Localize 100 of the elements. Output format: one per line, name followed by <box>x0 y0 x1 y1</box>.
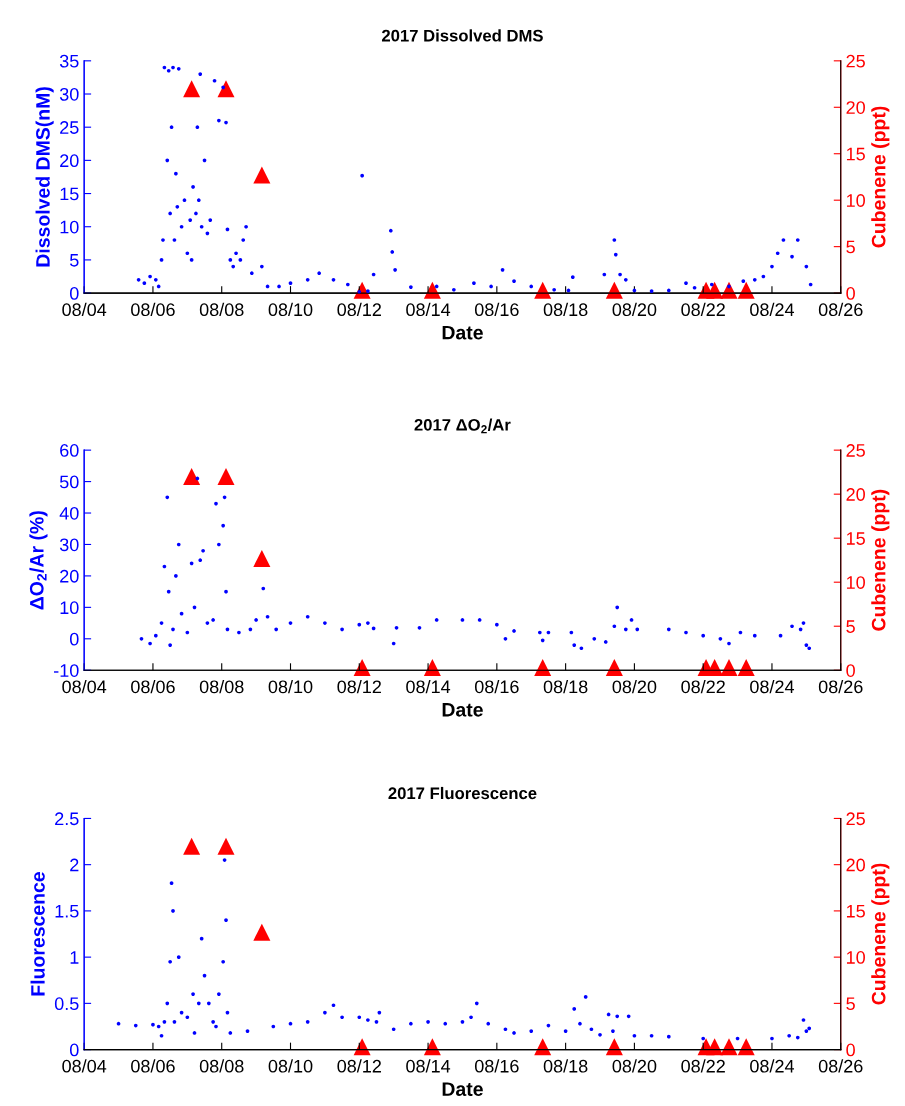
y-tick-label: 15 <box>60 187 79 201</box>
x-tick-label: 08/22 <box>681 1059 725 1073</box>
y2-tick-label: 20 <box>846 488 865 501</box>
x-tick-label: 08/18 <box>543 1059 588 1073</box>
x-tick-label: 08/12 <box>337 679 381 694</box>
point <box>183 468 201 486</box>
x-tick-label: 08/18 <box>543 679 588 694</box>
x-axis-title: Date <box>442 1082 483 1096</box>
x-tick-label: 08/26 <box>818 1059 863 1073</box>
x-tick-label: 08/24 <box>750 1059 795 1073</box>
point <box>217 80 235 98</box>
point <box>253 923 271 941</box>
y2-tick-label: 0 <box>846 664 855 677</box>
x-tick-label: 08/04 <box>62 1059 107 1073</box>
y-tick-label: 1.5 <box>55 905 79 918</box>
point <box>253 166 271 184</box>
point <box>720 659 738 677</box>
point <box>217 837 235 855</box>
y2-tick-label: 0 <box>846 1043 855 1057</box>
x-tick-label: 08/04 <box>62 679 107 694</box>
x-tick-label: 08/14 <box>406 302 451 317</box>
x-tick-label: 08/16 <box>474 679 519 694</box>
x-tick-label: 08/10 <box>268 679 313 694</box>
y-tick-label: 0 <box>69 287 79 300</box>
y-axis-title: Dissolved DMS(nM) <box>35 87 54 267</box>
point <box>423 659 441 677</box>
x-tick-label: 08/14 <box>406 1059 451 1073</box>
x-tick-label: 08/12 <box>337 302 381 317</box>
y-tick-label: 20 <box>60 569 79 583</box>
y-tick-label: 0 <box>69 632 79 646</box>
y2-tick-label: 5 <box>846 240 855 254</box>
y2-tick-label: 15 <box>846 532 865 545</box>
y2-axis-title: Cubenene (ppt) <box>871 489 890 631</box>
y2-tick-label: 20 <box>846 101 865 114</box>
y2-tick-label: 15 <box>846 905 865 918</box>
y2-tick-label: 25 <box>846 444 865 457</box>
chart-title: 2017 Dissolved DMS <box>381 29 543 42</box>
point <box>720 1038 738 1056</box>
x-tick-label: 08/22 <box>681 302 725 317</box>
x-tick-label: 08/10 <box>268 302 313 317</box>
x-tick-label: 08/24 <box>750 302 795 317</box>
y2-axis-title: Cubenene (ppt) <box>871 106 890 248</box>
y2-tick-label: 15 <box>846 147 865 161</box>
x-tick-label: 08/24 <box>750 679 795 694</box>
y2-tick-label: 0 <box>846 287 855 300</box>
y-axis-title: Fluorescence <box>30 871 45 996</box>
x-tick-label: 08/20 <box>612 1059 657 1073</box>
x-tick-label: 08/08 <box>199 1059 244 1073</box>
y2-tick-label: 10 <box>846 576 865 589</box>
y-tick-label: 25 <box>60 121 79 134</box>
x-tick-label: 08/06 <box>131 679 175 694</box>
y-tick-label: 40 <box>59 506 79 520</box>
y-tick-label: 50 <box>59 475 79 489</box>
point <box>183 837 201 855</box>
y-tick-label: 2 <box>70 858 79 872</box>
x-axis-title: Date <box>442 703 483 717</box>
point <box>605 281 623 299</box>
chart-title: 2017 Fluorescence <box>388 786 537 800</box>
x-tick-label: 08/10 <box>268 1059 313 1073</box>
y-tick-label: 30 <box>59 87 79 101</box>
x-tick-label: 08/04 <box>62 302 107 317</box>
x-tick-label: 08/22 <box>681 679 725 694</box>
x-tick-label: 08/08 <box>199 302 244 317</box>
point <box>737 281 755 299</box>
y2-tick-label: 25 <box>846 54 865 68</box>
x-tick-label: 08/12 <box>337 1059 381 1073</box>
y-tick-label: 0.5 <box>54 997 79 1011</box>
y-tick-label: 10 <box>60 220 79 234</box>
x-axis-title: Date <box>442 325 483 340</box>
point <box>423 281 441 299</box>
x-tick-label: 08/20 <box>612 679 657 694</box>
y-tick-label: 1 <box>70 951 79 964</box>
x-tick-label: 08/14 <box>406 679 451 694</box>
point <box>534 659 552 677</box>
y2-tick-label: 10 <box>846 951 865 964</box>
y2-tick-label: 5 <box>846 620 855 633</box>
x-tick-label: 08/08 <box>199 679 244 694</box>
x-tick-label: 08/06 <box>131 302 175 317</box>
x-tick-label: 08/06 <box>131 1059 175 1073</box>
y2-tick-label: 5 <box>846 997 855 1011</box>
x-tick-label: 08/16 <box>474 302 519 317</box>
y-tick-label: 2.5 <box>55 812 79 826</box>
point <box>253 549 271 567</box>
point <box>605 659 623 677</box>
y2-tick-label: 20 <box>846 858 865 872</box>
y-tick-label: 35 <box>59 54 79 68</box>
x-tick-label: 08/20 <box>612 302 657 317</box>
point <box>183 80 201 98</box>
x-tick-label: 08/26 <box>818 679 863 694</box>
y-tick-label: 5 <box>69 254 79 267</box>
y2-axis-title: Cubenene (ppt) <box>871 863 890 1005</box>
point <box>353 659 371 677</box>
x-tick-label: 08/18 <box>543 302 588 317</box>
y2-tick-label: 10 <box>846 194 865 207</box>
y-tick-label: 30 <box>59 538 79 552</box>
y2-tick-label: 25 <box>846 812 865 826</box>
x-tick-label: 08/16 <box>474 1059 519 1073</box>
chart-title: 2017 ΔO$_{2}$/Ar <box>414 418 511 434</box>
x-tick-label: 08/26 <box>818 302 863 317</box>
y-tick-label: 0 <box>69 1043 79 1057</box>
